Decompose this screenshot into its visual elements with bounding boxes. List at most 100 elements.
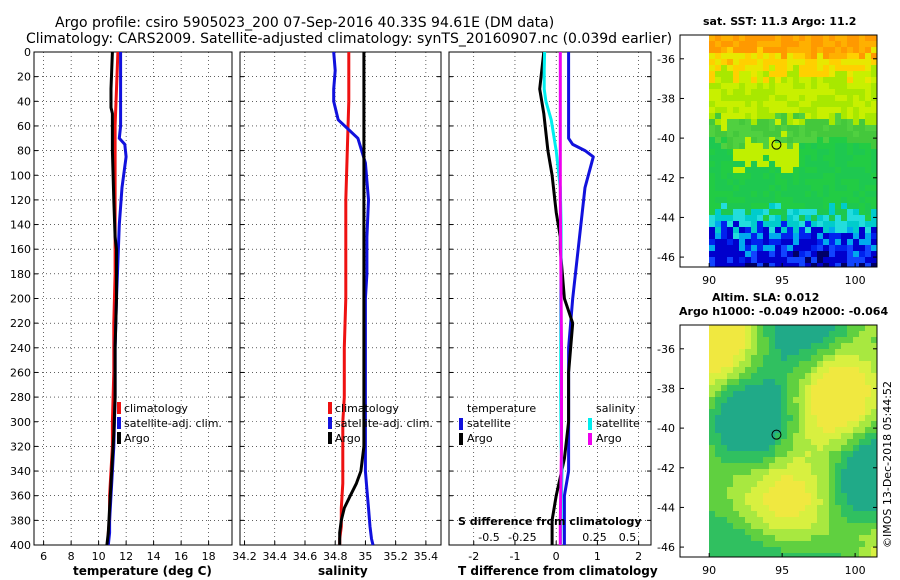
map-cell [757,245,764,252]
map-cell [727,245,734,252]
map-cell [781,53,788,60]
x-tick-label: 14 [147,550,161,563]
map-cell [721,125,728,132]
map-cell [751,161,758,168]
map-cell [781,439,788,446]
map-cell [751,53,758,60]
map-cell [859,131,866,138]
map-cell [859,415,866,422]
map-cell [829,47,836,54]
map-cell [781,215,788,222]
map-cell [817,185,824,192]
map-cell [853,173,860,180]
map-cell [865,41,872,48]
map-cell [751,191,758,198]
map-cell [739,83,746,90]
map-cell [763,119,770,126]
map-cell [865,337,872,344]
map-cell [799,149,806,156]
map-cell [799,391,806,398]
map-cell [721,379,728,386]
map-cell [847,373,854,380]
map-cell [865,553,872,557]
map-cell [733,77,740,84]
map-cell [847,343,854,350]
map-cell [775,541,782,548]
map-cell [721,463,728,470]
map-cell [763,505,770,512]
map-cell [835,397,842,404]
map-cell [853,445,860,452]
map-cell [853,35,860,42]
map-cell [715,391,722,398]
map-cell [847,463,854,470]
map-cell [775,463,782,470]
map-cell [781,325,788,332]
map-cell [865,487,872,494]
map-cell [721,83,728,90]
map-cell [709,251,716,258]
map-cell [859,331,866,338]
map-cell [853,71,860,78]
map-cell [739,125,746,132]
map-cell [865,415,872,422]
map-cell [823,59,830,66]
map-cell [757,239,764,246]
map-cell [721,167,728,174]
map-cell [799,325,806,332]
map-cell [811,493,818,500]
map-cell [853,493,860,500]
map-cell [733,119,740,126]
map-cell [793,355,800,362]
map-cell [841,89,848,96]
map-cell [847,331,854,338]
map-cell [859,257,866,264]
map-cell [829,367,836,374]
map-cell [811,457,818,464]
map-cell [817,547,824,554]
map-cell [829,101,836,108]
map-cell [835,529,842,536]
map-cell [793,137,800,144]
map-cell [709,517,716,524]
map-cell [841,245,848,252]
map-cell [871,239,877,246]
map-cell [823,517,830,524]
map-cell [739,523,746,530]
map-cell [853,215,860,222]
map-cell [715,553,722,557]
map-cell [709,173,716,180]
map-cell [715,433,722,440]
map-cell [709,191,716,198]
map-cell [745,227,752,234]
map-cell [799,119,806,126]
map-cell [721,331,728,338]
map-cell [853,325,860,332]
map-cell [739,373,746,380]
map-cell [799,233,806,240]
map-cell [793,415,800,422]
map-cell [775,457,782,464]
map-cell [835,41,842,48]
map-cell [793,499,800,506]
map-cell [805,143,812,150]
map-cell [769,331,776,338]
map-cell [751,215,758,222]
map-cell [829,523,836,530]
map-cell [793,535,800,542]
map-cell [847,499,854,506]
map-cell [811,391,818,398]
map-cell [829,415,836,422]
map-cell [763,101,770,108]
map-cell [841,457,848,464]
map-cell [745,65,752,72]
map-cell [793,143,800,150]
map-cell [865,499,872,506]
map-cell [823,397,830,404]
map-cell [739,155,746,162]
map-cell [739,245,746,252]
map-cell [865,173,872,180]
map-cell [823,373,830,380]
map-cell [871,457,877,464]
map-cell [775,215,782,222]
